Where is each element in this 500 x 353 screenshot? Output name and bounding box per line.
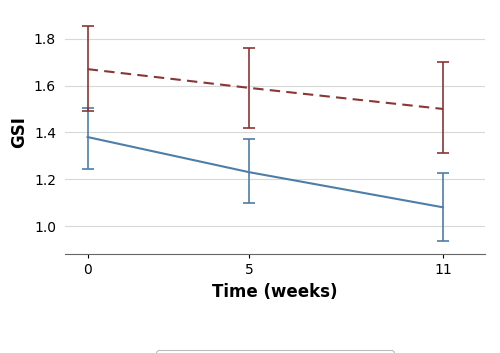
Y-axis label: GSI: GSI: [10, 116, 29, 148]
X-axis label: Time (weeks): Time (weeks): [212, 283, 338, 301]
Legend: No PTSD, PTSD: No PTSD, PTSD: [156, 350, 394, 353]
